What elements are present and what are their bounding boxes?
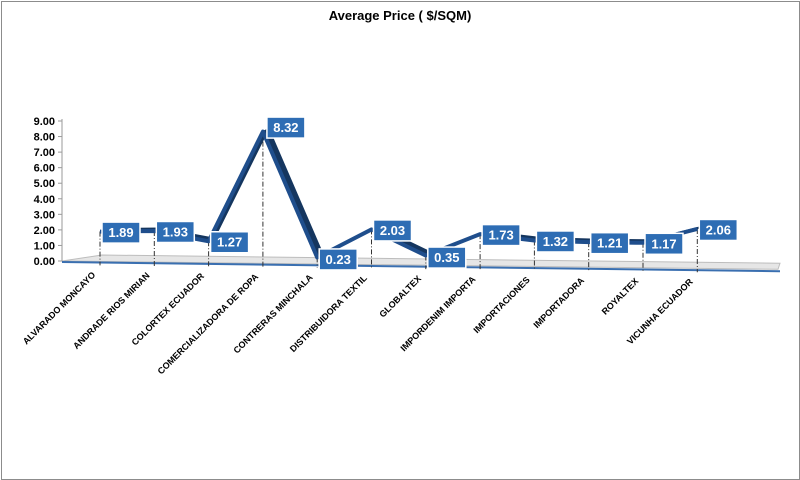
data-label-box — [209, 230, 250, 254]
data-label-text: 8.32 — [273, 120, 298, 135]
data-label: 1.89 — [101, 221, 141, 244]
data-label-text: 1.21 — [597, 236, 622, 251]
y-tick-label: 9.00 — [34, 116, 55, 128]
data-label: 0.23 — [318, 248, 358, 271]
data-label-text: 1.93 — [163, 224, 188, 239]
data-label-text: 1.89 — [108, 225, 133, 240]
data-label: 1.17 — [644, 232, 684, 256]
y-tick-label: 6.00 — [34, 163, 55, 175]
data-label-box — [372, 219, 413, 242]
data-label-text: 2.06 — [706, 222, 731, 237]
data-label-box — [101, 221, 141, 244]
data-label: 2.06 — [698, 218, 739, 242]
data-label: 1.73 — [481, 223, 521, 247]
data-label: 8.32 — [266, 116, 306, 139]
floor-edge — [61, 261, 781, 273]
data-label: 1.21 — [589, 231, 630, 255]
floor-plane — [61, 254, 781, 270]
y-tick-label: 4.00 — [34, 194, 55, 206]
y-tick-label: 5.00 — [34, 178, 55, 190]
y-tick-label: 2.00 — [34, 225, 55, 237]
data-label-text: 0.23 — [326, 252, 351, 267]
data-label-box — [318, 248, 358, 271]
x-category-label: IMPORTACIONES — [471, 275, 531, 335]
data-label-box — [481, 223, 521, 247]
x-category-label: IMPORTADORA — [531, 275, 586, 330]
data-label: 1.32 — [535, 230, 576, 253]
y-tick-label: 0.00 — [34, 256, 55, 268]
data-label-text: 1.73 — [488, 228, 513, 243]
data-label-box — [266, 116, 306, 139]
data-label-box — [644, 232, 684, 256]
data-label: 1.93 — [155, 220, 196, 244]
data-label: 2.03 — [372, 219, 413, 242]
data-label-box — [427, 246, 467, 269]
data-label-text: 1.32 — [543, 234, 568, 249]
x-category-label: ROYALTEX — [600, 276, 641, 317]
data-label-box — [535, 230, 576, 253]
data-label-box — [155, 220, 196, 244]
data-label: 1.27 — [209, 230, 250, 254]
data-label-box — [698, 218, 739, 242]
data-label-text: 0.35 — [434, 250, 459, 265]
data-label-text: 1.17 — [651, 236, 676, 251]
chart-title: Average Price ( $/SQM) — [328, 8, 472, 23]
data-label-box — [589, 231, 630, 255]
x-category-label: COMERCIALIZADORA DE ROPA — [156, 271, 261, 376]
data-label: 0.35 — [427, 246, 467, 269]
y-tick-label: 1.00 — [34, 240, 55, 252]
y-tick-label: 8.00 — [34, 132, 55, 144]
y-tick-label: 7.00 — [34, 147, 55, 159]
data-label-text: 2.03 — [380, 223, 405, 238]
data-label-text: 1.27 — [217, 235, 242, 250]
y-tick-label: 3.00 — [34, 209, 55, 221]
x-category-label: GLOBALTEX — [377, 274, 423, 320]
